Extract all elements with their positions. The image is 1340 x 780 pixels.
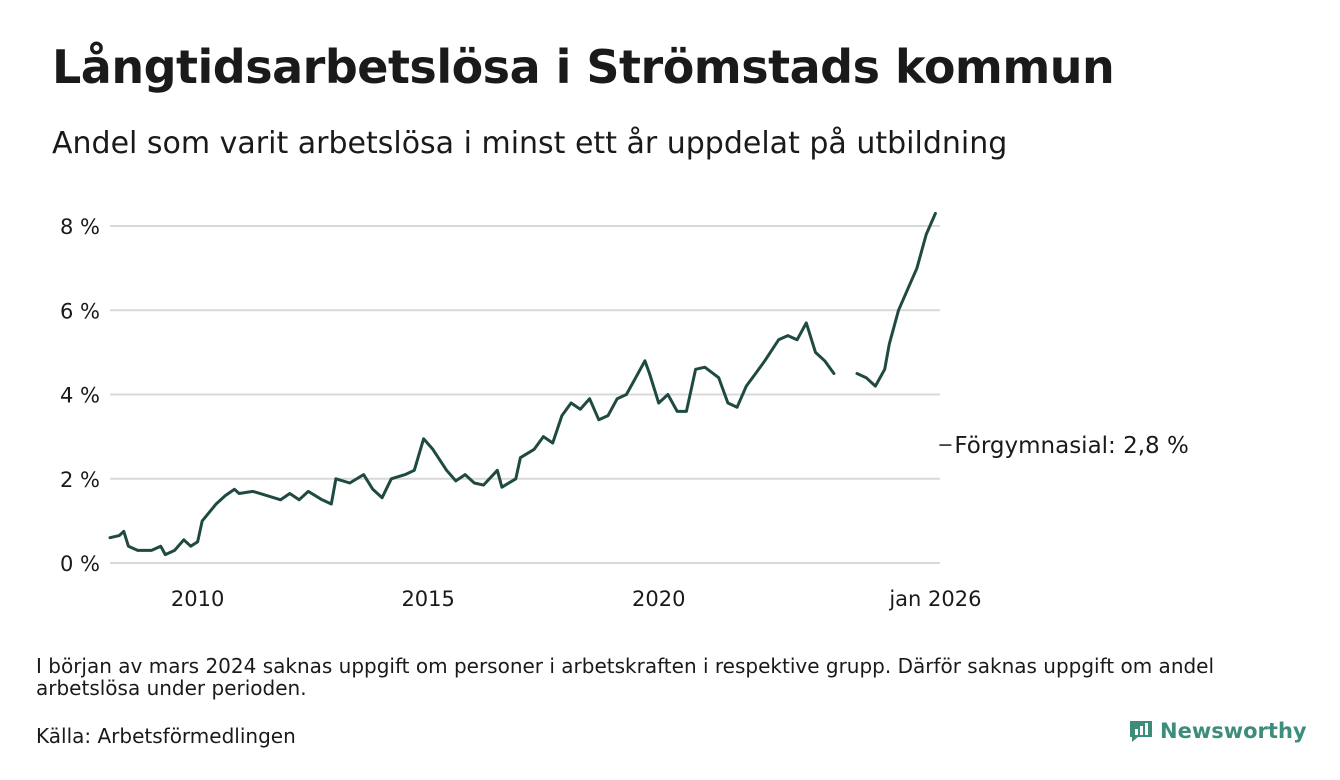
x-tick-label: jan 2026: [888, 587, 981, 611]
series-line-förgymnasial: [855, 211, 937, 388]
chart-title: Långtidsarbetslösa i Strömstads kommun: [52, 40, 1115, 94]
y-tick-label: 0 %: [60, 552, 100, 576]
newsworthy-logo-icon: [1130, 721, 1152, 742]
x-tick-label: 2010: [171, 587, 224, 611]
brand-name: Newsworthy: [1160, 719, 1307, 743]
y-tick-label: 6 %: [60, 299, 100, 323]
newsworthy-brand[interactable]: Newsworthy: [1128, 718, 1307, 744]
chart-subtitle: Andel som varit arbetslösa i minst ett å…: [52, 126, 1008, 161]
x-tick-label: 2015: [401, 587, 454, 611]
source-line: Källa: Arbetsförmedlingen: [36, 724, 296, 748]
footnote: I början av mars 2024 saknas uppgift om …: [36, 654, 1215, 700]
series-label-förgymnasial: Förgymnasial: 2,8 %: [954, 433, 1188, 459]
series-line-förgymnasial: [108, 321, 836, 557]
y-tick-label: 4 %: [60, 384, 100, 408]
y-tick-label: 8 %: [60, 215, 100, 239]
x-tick-label: 2020: [632, 587, 685, 611]
y-tick-label: 2 %: [60, 468, 100, 492]
